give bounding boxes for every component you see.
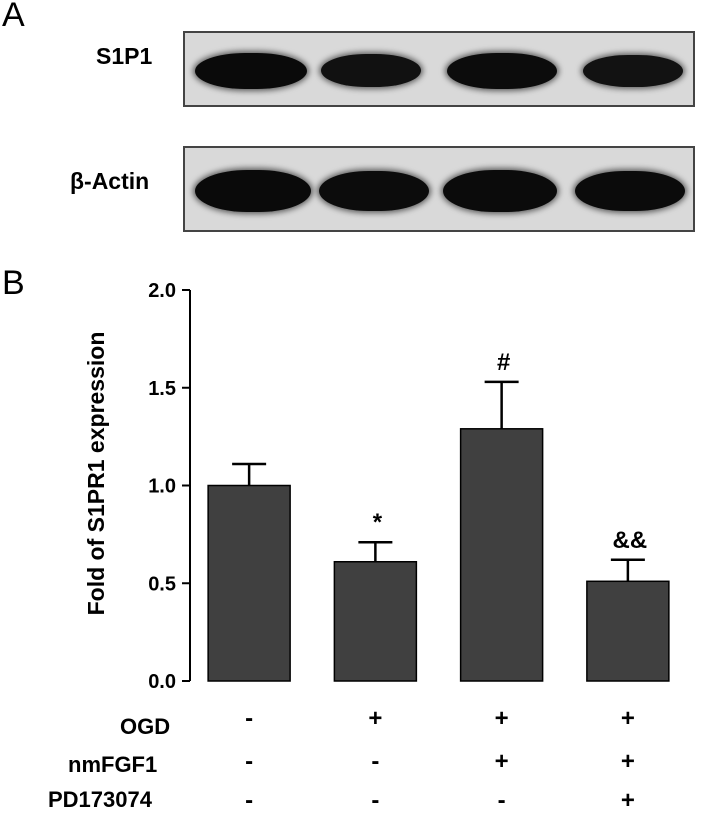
band xyxy=(443,170,557,212)
condition-sign: - xyxy=(497,787,506,814)
band xyxy=(195,170,311,212)
blot-actin xyxy=(183,146,695,232)
y-tick-label: 2.0 xyxy=(148,280,176,302)
y-tick-label: 0.5 xyxy=(148,573,176,595)
band xyxy=(447,53,557,89)
significance-label: # xyxy=(497,349,510,376)
panel-a-letter: A xyxy=(2,0,25,34)
condition-sign: - xyxy=(371,787,380,814)
y-tick-label: 1.5 xyxy=(148,378,176,400)
condition-sign: + xyxy=(494,748,509,775)
y-tick-label: 1.0 xyxy=(148,476,176,498)
bar xyxy=(459,428,544,682)
condition-sign: + xyxy=(620,787,635,814)
condition-label-pd173074: PD173074 xyxy=(48,787,152,812)
condition-sign: - xyxy=(371,748,380,775)
condition-sign: + xyxy=(620,705,635,732)
blot-label-actin: β-Actin xyxy=(70,168,150,194)
y-axis-label: Fold of S1PR1 expression xyxy=(83,332,109,616)
blot-s1p1 xyxy=(183,31,695,107)
bar xyxy=(333,560,418,682)
bar xyxy=(207,484,291,682)
condition-sign: - xyxy=(245,748,254,775)
panel-b-letter: B xyxy=(2,264,25,302)
significance-label: && xyxy=(613,527,648,554)
bar xyxy=(586,580,670,682)
condition-label-ogd: OGD xyxy=(120,714,171,739)
significance-label: * xyxy=(373,509,383,536)
condition-label-nmfgf1: nmFGF1 xyxy=(68,752,158,777)
band xyxy=(583,55,683,87)
band xyxy=(319,171,429,211)
condition-sign: + xyxy=(368,705,383,732)
band xyxy=(575,171,685,211)
condition-sign: + xyxy=(494,705,509,732)
condition-sign: - xyxy=(245,705,254,732)
blot-label-s1p1: S1P1 xyxy=(96,43,153,69)
condition-sign: - xyxy=(245,787,254,814)
band xyxy=(195,53,307,89)
condition-sign: + xyxy=(620,748,635,775)
y-tick-label: 0.0 xyxy=(148,671,176,693)
band xyxy=(321,54,421,87)
